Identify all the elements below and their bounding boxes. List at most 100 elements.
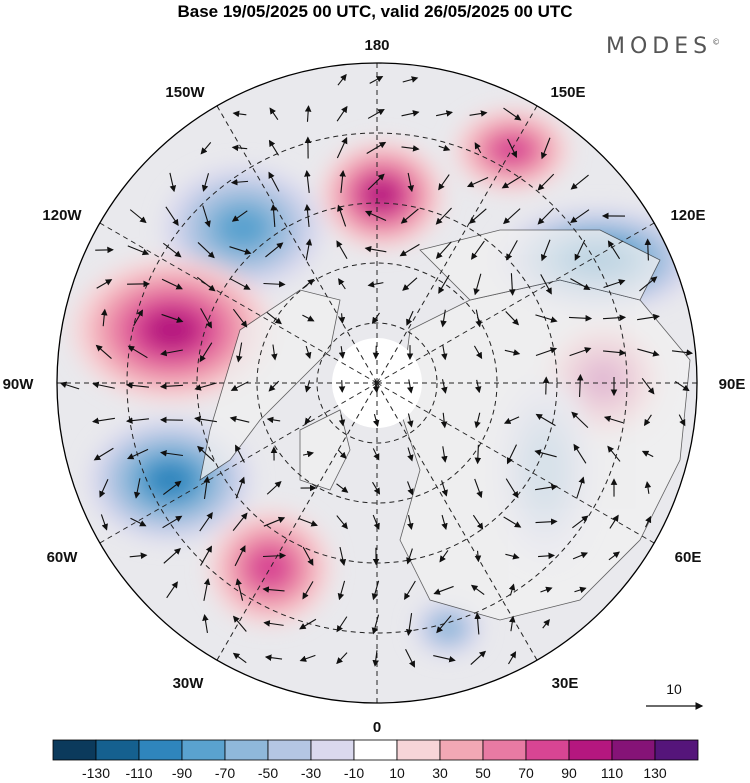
wind-arrow [537, 173, 555, 191]
wind-arrow [367, 109, 385, 119]
lon-label-180: 180 [364, 37, 389, 54]
colorbar-swatch [654, 739, 699, 761]
wind-arrow [576, 476, 585, 499]
wind-arrow [372, 514, 380, 530]
wind-arrow [232, 652, 247, 664]
wind-arrow [125, 417, 149, 424]
wind-arrow [161, 278, 183, 290]
wind-arrow [130, 517, 147, 527]
land-greenland [299, 409, 351, 491]
wind-arrow [235, 578, 244, 601]
wind-arrow [129, 552, 148, 560]
anomaly-contour [147, 463, 193, 497]
wind-arrow [199, 342, 213, 363]
anomaly-contour [365, 180, 399, 210]
wind-arrow [337, 73, 347, 86]
wind-arrow [570, 209, 590, 223]
wind-arrow [570, 278, 591, 290]
wind-arrow [336, 616, 348, 633]
wind-arrow [475, 309, 482, 328]
wind-arrow [441, 514, 448, 530]
wind-arrow [194, 382, 217, 391]
wind-arrow [474, 379, 482, 394]
wind-arrow [169, 172, 177, 193]
colorbar-swatch [267, 739, 312, 761]
wind-arrow [372, 379, 380, 394]
wind-arrow [572, 515, 589, 529]
wind-arrow [100, 308, 108, 327]
wind-arrow [570, 174, 589, 190]
wind-arrow [603, 279, 626, 288]
wind-arrow [302, 314, 315, 322]
wind-arrow [535, 347, 558, 357]
wind-arrow [99, 479, 109, 498]
colorbar-tick-label: -50 [258, 765, 278, 781]
colorbar-swatch [396, 739, 441, 761]
wind-arrow [435, 241, 452, 259]
colorbar-swatch [95, 739, 140, 761]
wind-arrow [160, 449, 183, 457]
wind-arrow [405, 648, 415, 668]
colorbar-tick-label: 10 [389, 765, 405, 781]
wind-arrow [266, 311, 282, 325]
wind-arrow [542, 619, 550, 629]
wind-arrow [235, 476, 245, 499]
lon-label-0: 0 [373, 719, 381, 736]
lon-label-30w: 30W [173, 675, 205, 692]
wind-arrow [264, 654, 283, 661]
wind-arrow [337, 580, 346, 601]
colorbar-swatch [138, 739, 183, 761]
wind-arrow [505, 311, 520, 326]
wind-arrow [474, 444, 482, 465]
map-boundary [56, 62, 698, 704]
wind-arrow [438, 144, 451, 152]
wind-arrow [469, 110, 488, 117]
wind-arrow [367, 281, 384, 288]
wind-arrow [339, 169, 346, 194]
wind-arrow [406, 379, 414, 394]
wind-arrow [304, 415, 312, 425]
wind-arrow [262, 552, 287, 560]
wind-arrow [337, 449, 347, 459]
wind-arrow [503, 208, 521, 225]
wind-arrow [304, 203, 311, 228]
wind-arrow [197, 242, 215, 259]
lon-label-30e: 30E [552, 675, 579, 692]
wind-arrow [231, 144, 248, 152]
wind-arrow [407, 172, 414, 193]
wind-arrow [235, 444, 245, 463]
wind-arrow [474, 142, 482, 154]
wind-arrow [232, 110, 247, 118]
wind-arrow [574, 586, 587, 594]
wind-arrow [537, 207, 555, 225]
brand-name: MODES [606, 34, 713, 59]
wind-arrow [402, 277, 418, 291]
map-title: Base 19/05/2025 00 UTC, valid 26/05/2025… [177, 2, 573, 21]
wind-arrow [96, 279, 113, 289]
wind-arrow [474, 478, 483, 499]
wind-arrow [203, 578, 211, 601]
longitude-labels: 180 150E 120E 90E 60E 30E 0 30W 60W 90W … [3, 37, 746, 736]
wind-arrow [501, 175, 522, 189]
wind-arrow [573, 443, 587, 464]
wind-arrow [466, 177, 489, 188]
wind-arrow [608, 551, 620, 561]
wind-arrow [438, 274, 450, 294]
wind-arrow [399, 243, 420, 257]
colorbar-swatch [482, 739, 527, 761]
anomaly-contour [492, 136, 532, 164]
wind-arrow [231, 210, 248, 222]
wind-arrow [607, 240, 621, 260]
modes-logo: MODES© [606, 34, 720, 59]
colorbar-tick-label: 30 [432, 765, 448, 781]
wind-arrow [574, 239, 586, 261]
wind-arrow [637, 348, 660, 357]
wind-arrow [435, 207, 452, 225]
wind-arrow [503, 416, 520, 424]
wind-arrow [366, 141, 387, 154]
wind-arrow [572, 552, 588, 560]
wind-arrow [473, 345, 483, 360]
wind-arrow [644, 481, 652, 494]
wind-arrow [440, 412, 448, 429]
wind-arrow [160, 349, 183, 357]
